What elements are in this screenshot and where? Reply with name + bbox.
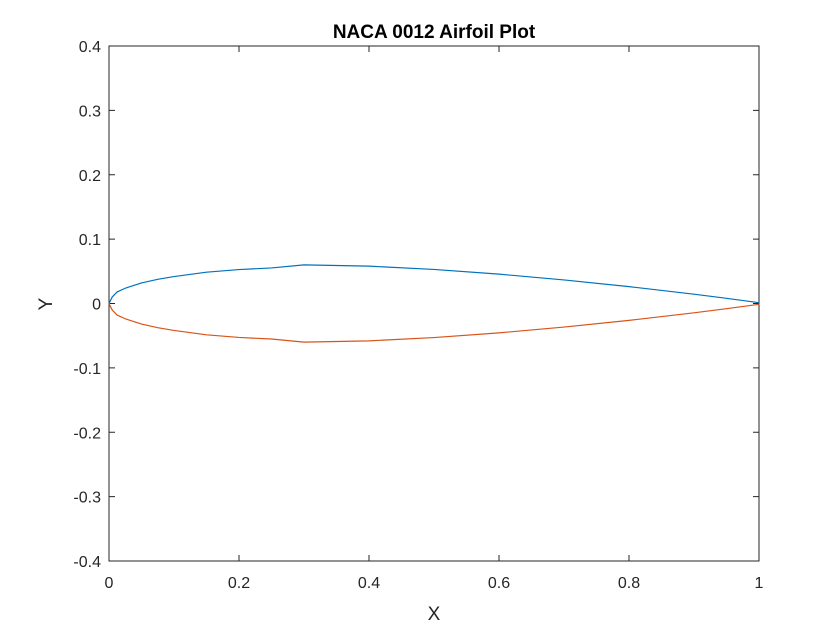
- y-axis-ticks: -0.4 -0.3 -0.2 -0.1 0 0.1 0.2 0.3 0.4: [73, 39, 759, 571]
- x-tick-label: 0.8: [618, 575, 640, 592]
- chart-title: NACA 0012 Airfoil Plot: [333, 22, 536, 43]
- axes-box: [108, 45, 760, 562]
- x-axis-ticks: 0 0.2 0.4 0.6 0.8 1: [105, 46, 764, 592]
- y-tick-label: -0.1: [73, 361, 101, 378]
- y-tick-label: 0.3: [79, 103, 101, 120]
- y-tick-label: 0.2: [79, 168, 101, 185]
- series-layer: [108, 264, 760, 343]
- x-axis-label: X: [428, 604, 441, 625]
- y-tick-label: 0: [92, 297, 101, 314]
- x-tick-label: 0.2: [228, 575, 250, 592]
- upper-surface-line: [108, 264, 760, 305]
- lower-surface-line: [108, 302, 760, 343]
- y-tick-label: 0.1: [79, 232, 101, 249]
- y-tick-label: -0.3: [73, 490, 101, 507]
- x-tick-label: 0: [105, 575, 114, 592]
- y-tick-label: -0.2: [73, 425, 101, 442]
- y-axis-label: Y: [36, 297, 57, 310]
- x-tick-label: 0.4: [358, 575, 380, 592]
- y-tick-label: 0.4: [79, 39, 101, 56]
- plot-area: 0 0.2 0.4 0.6 0.8 1 -0.4 -0.3 -0.2 -0.1 0 0.1 0.2 0.…: [73, 39, 763, 592]
- y-tick-label: -0.4: [73, 554, 101, 571]
- x-tick-label: 1: [755, 575, 764, 592]
- x-tick-label: 0.6: [488, 575, 510, 592]
